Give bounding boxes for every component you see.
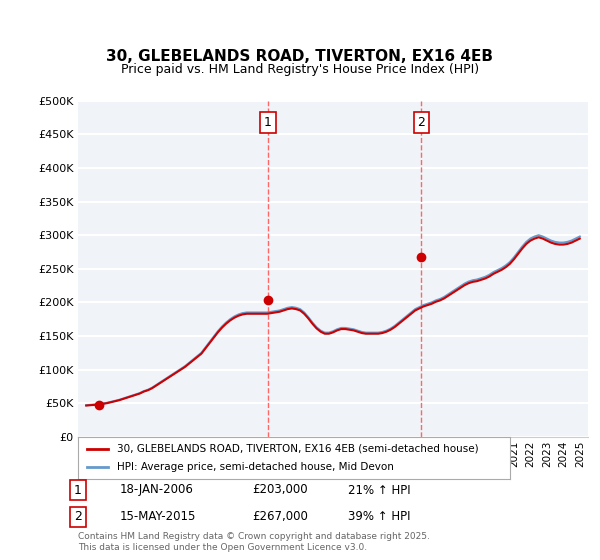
Text: 30, GLEBELANDS ROAD, TIVERTON, EX16 4EB: 30, GLEBELANDS ROAD, TIVERTON, EX16 4EB [107,49,493,64]
Text: 2: 2 [418,116,425,129]
Text: £203,000: £203,000 [252,483,308,497]
Text: 21% ↑ HPI: 21% ↑ HPI [348,483,410,497]
Text: £267,000: £267,000 [252,510,308,524]
Text: 15-MAY-2015: 15-MAY-2015 [120,510,196,524]
Text: 1: 1 [264,116,272,129]
Text: 2: 2 [74,510,82,524]
Text: 18-JAN-2006: 18-JAN-2006 [120,483,194,497]
Text: HPI: Average price, semi-detached house, Mid Devon: HPI: Average price, semi-detached house,… [117,462,394,472]
Text: Price paid vs. HM Land Registry's House Price Index (HPI): Price paid vs. HM Land Registry's House … [121,63,479,76]
Text: Contains HM Land Registry data © Crown copyright and database right 2025.
This d: Contains HM Land Registry data © Crown c… [78,532,430,552]
Text: 1: 1 [74,483,82,497]
Text: 30, GLEBELANDS ROAD, TIVERTON, EX16 4EB (semi-detached house): 30, GLEBELANDS ROAD, TIVERTON, EX16 4EB … [117,444,479,454]
Text: 39% ↑ HPI: 39% ↑ HPI [348,510,410,524]
